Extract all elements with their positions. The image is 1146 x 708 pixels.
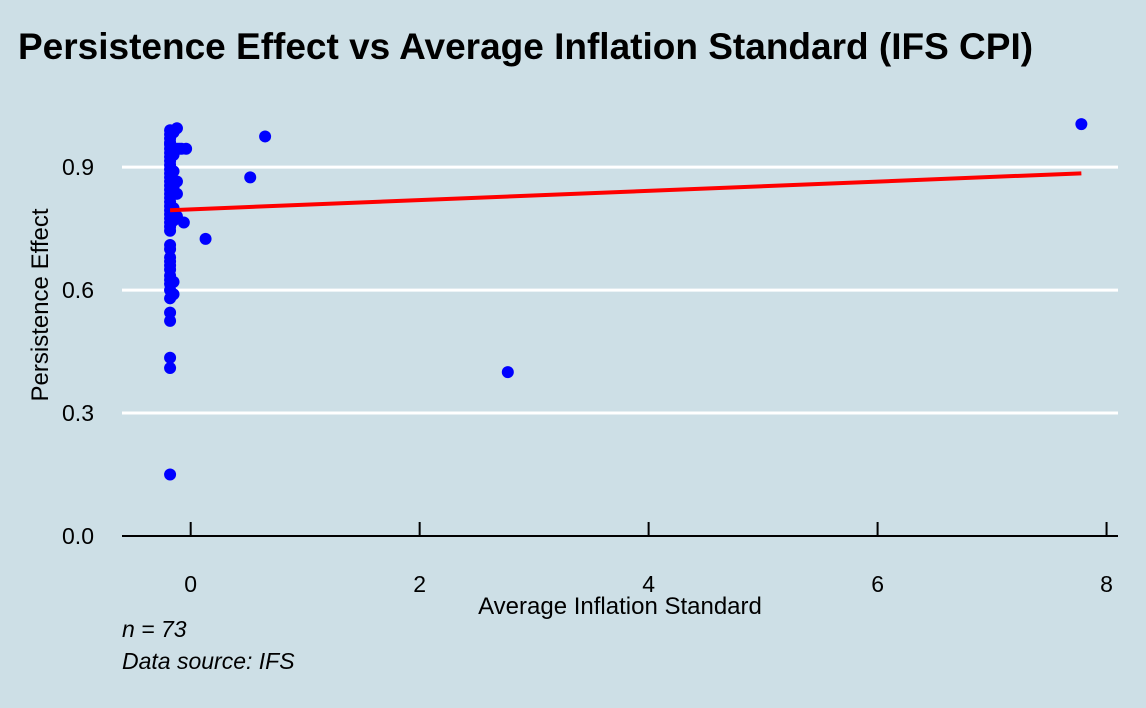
data-point (199, 232, 212, 245)
data-point (501, 366, 514, 379)
data-point (164, 468, 177, 481)
y-axis-title: Persistence Effect (27, 208, 54, 401)
data-point (180, 142, 193, 155)
data-point (170, 175, 183, 188)
y-tick-label: 0.3 (62, 400, 94, 426)
y-tick-label: 0.9 (62, 154, 94, 180)
data-point (164, 351, 177, 364)
grid-lines (122, 165, 1118, 415)
data-point (170, 187, 183, 200)
x-tick-label: 6 (871, 571, 884, 597)
y-tick-label: 0.0 (62, 523, 94, 549)
x-tick-label: 0 (184, 571, 197, 597)
data-point (170, 122, 183, 135)
data-source-caption: Data source: IFS (122, 648, 295, 674)
data-point (259, 130, 272, 143)
y-tick-label: 0.6 (62, 277, 94, 303)
fit-line-layer (170, 171, 1082, 213)
x-tick-label: 4 (642, 571, 655, 597)
data-point (167, 288, 180, 301)
data-point (177, 216, 190, 229)
data-point (164, 361, 177, 374)
x-tick-label: 8 (1100, 571, 1113, 597)
data-point (164, 314, 177, 327)
data-point (167, 165, 180, 178)
data-point (244, 171, 257, 184)
chart-title: Persistence Effect vs Average Inflation … (18, 26, 1034, 67)
x-tick-label: 2 (413, 571, 426, 597)
x-axis (122, 522, 1118, 537)
fit-line (170, 171, 1082, 213)
data-points (164, 118, 1088, 481)
tick-labels: 0.0 0.3 0.6 0.9 0 2 4 6 8 (62, 154, 1113, 597)
data-point (1075, 118, 1088, 131)
sample-size-caption: n = 73 (122, 616, 187, 642)
data-point (164, 224, 177, 237)
data-point (167, 275, 180, 288)
x-axis-title: Average Inflation Standard (478, 593, 762, 620)
